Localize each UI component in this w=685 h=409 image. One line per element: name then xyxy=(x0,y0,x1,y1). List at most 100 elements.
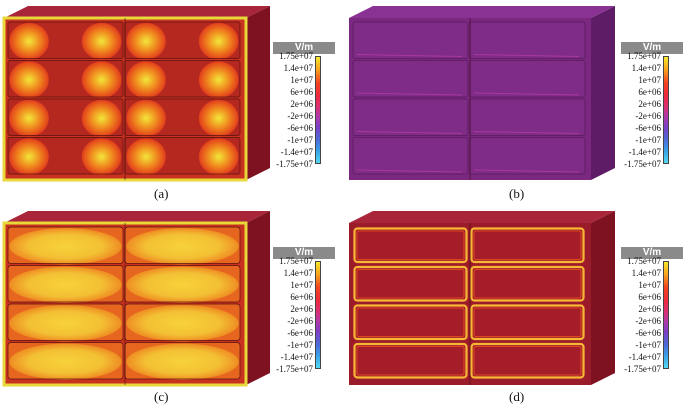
colorbar-tick-label: -1e+07 xyxy=(287,135,313,145)
colorbar-gradient xyxy=(663,261,669,369)
colorbar-tick-label: 2e+06 xyxy=(290,99,313,109)
colorbar-tick-label: 1e+07 xyxy=(638,280,661,290)
cell xyxy=(124,303,241,342)
colorbar-tick-label: -1e+07 xyxy=(635,340,661,350)
colorbar-tick-label: 1.75e+07 xyxy=(627,51,661,61)
colorbar-c: V/m 1.75e+07 1.4e+07 1e+07 6e+06 2e+06 -2e+06… xyxy=(273,247,335,374)
cell xyxy=(352,60,469,98)
cell xyxy=(470,304,585,341)
colorbar-unit: V/m xyxy=(273,247,335,259)
cell xyxy=(469,98,586,136)
cell xyxy=(469,137,586,175)
colorbar-d: V/m 1.75e+07 1.4e+07 1e+07 6e+06 2e+06 -2e+06… xyxy=(621,247,683,374)
colorbar-tick-label: -1.4e+07 xyxy=(280,147,313,157)
colorbar-unit: V/m xyxy=(273,42,335,54)
cell xyxy=(470,342,585,379)
box-top-face xyxy=(349,6,615,18)
cell xyxy=(352,98,469,136)
colorbar-tick-label: -1e+07 xyxy=(635,135,661,145)
panel-caption: (b) xyxy=(509,186,525,201)
box-side-face xyxy=(591,211,615,385)
cell xyxy=(124,21,241,60)
colorbar-gradient xyxy=(315,261,321,369)
cell xyxy=(7,303,124,342)
colorbar-tick-label: 1.4e+07 xyxy=(631,63,661,73)
colorbar-gradient xyxy=(663,56,669,164)
cell xyxy=(124,226,241,265)
cell xyxy=(124,98,241,137)
box-side-face xyxy=(246,211,270,385)
colorbar-tick-label: 6e+06 xyxy=(290,87,313,97)
panel-caption: (c) xyxy=(154,389,169,404)
colorbar-tick-label: 1.4e+07 xyxy=(631,268,661,278)
colorbar-tick-label: 6e+06 xyxy=(638,87,661,97)
panel-d: V/m 1.75e+07 1.4e+07 1e+07 6e+06 2e+06 -2e+06… xyxy=(345,205,685,409)
field-plot-d xyxy=(349,211,615,385)
cell xyxy=(124,60,241,99)
field-plot-c xyxy=(2,211,270,387)
box-side-face xyxy=(591,6,615,180)
colorbar-b: V/m 1.75e+07 1.4e+07 1e+07 6e+06 2e+06 -2e+06… xyxy=(621,42,683,169)
colorbar-tick-label: 1e+07 xyxy=(290,280,313,290)
colorbar-tick-label: 1e+07 xyxy=(638,75,661,85)
colorbar-tick-label: -1.75e+07 xyxy=(276,364,313,374)
colorbar-tick-label: -6e+06 xyxy=(635,123,661,133)
colorbar-tick-label: -6e+06 xyxy=(287,123,313,133)
box-side-face xyxy=(246,6,270,180)
colorbar-tick-label: -1e+07 xyxy=(287,340,313,350)
colorbar-tick-label: 1e+07 xyxy=(290,75,313,85)
colorbar-tick-label: -2e+06 xyxy=(287,316,313,326)
colorbar-tick-label: 1.75e+07 xyxy=(279,256,313,266)
cell xyxy=(7,21,124,60)
colorbar-tick-label: 6e+06 xyxy=(638,292,661,302)
colorbar-tick-label: -1.4e+07 xyxy=(628,147,661,157)
panel-c: V/m 1.75e+07 1.4e+07 1e+07 6e+06 2e+06 -2e+06… xyxy=(0,205,340,409)
colorbar-tick-label: -2e+06 xyxy=(635,111,661,121)
cell xyxy=(7,342,124,380)
field-plot-b xyxy=(349,6,615,180)
cell xyxy=(124,342,241,380)
cell xyxy=(7,226,124,265)
panel-caption: (a) xyxy=(154,186,169,201)
colorbar-tick-label: -1.4e+07 xyxy=(280,352,313,362)
cell xyxy=(7,60,124,99)
colorbar-tick-label: 2e+06 xyxy=(638,304,661,314)
panel-b: V/m 1.75e+07 1.4e+07 1e+07 6e+06 2e+06 -2e+06… xyxy=(345,0,685,201)
colorbar-tick-label: -1.75e+07 xyxy=(276,159,313,169)
colorbar-tick-label: 1.75e+07 xyxy=(279,51,313,61)
colorbar-tick-label: 1.4e+07 xyxy=(283,63,313,73)
field-plot-a xyxy=(2,6,270,182)
box-top-face xyxy=(4,211,270,223)
cell xyxy=(353,342,468,379)
colorbar-tick-label: -6e+06 xyxy=(287,328,313,338)
colorbar-tick-label: 1.4e+07 xyxy=(283,268,313,278)
colorbar-tick-label: -2e+06 xyxy=(287,111,313,121)
panel-caption: (d) xyxy=(509,389,525,404)
box-top-face xyxy=(4,6,270,18)
cell xyxy=(353,265,468,302)
colorbar-tick-label: 1.75e+07 xyxy=(627,256,661,266)
colorbar-tick-label: 2e+06 xyxy=(290,304,313,314)
box-top-face xyxy=(349,211,615,223)
cell xyxy=(470,265,585,302)
cell xyxy=(353,304,468,341)
cell xyxy=(7,98,124,137)
cell xyxy=(469,60,586,98)
panel-a: V/m 1.75e+07 1.4e+07 1e+07 6e+06 2e+06 -2e+06… xyxy=(0,0,340,201)
cell xyxy=(352,21,469,59)
cell xyxy=(353,227,468,264)
cell xyxy=(124,137,241,176)
colorbar-tick-label: -1.4e+07 xyxy=(628,352,661,362)
colorbar-tick-label: -1.75e+07 xyxy=(624,364,661,374)
cell xyxy=(124,265,241,303)
colorbar-tick-label: -6e+06 xyxy=(635,328,661,338)
cell xyxy=(469,21,586,59)
cell xyxy=(7,137,124,176)
colorbar-tick-label: 2e+06 xyxy=(638,99,661,109)
colorbar-unit: V/m xyxy=(621,247,683,259)
cell xyxy=(470,227,585,264)
colorbar-unit: V/m xyxy=(621,42,683,54)
cell xyxy=(352,137,469,175)
colorbar-tick-label: 6e+06 xyxy=(290,292,313,302)
colorbar-tick-label: -1.75e+07 xyxy=(624,159,661,169)
